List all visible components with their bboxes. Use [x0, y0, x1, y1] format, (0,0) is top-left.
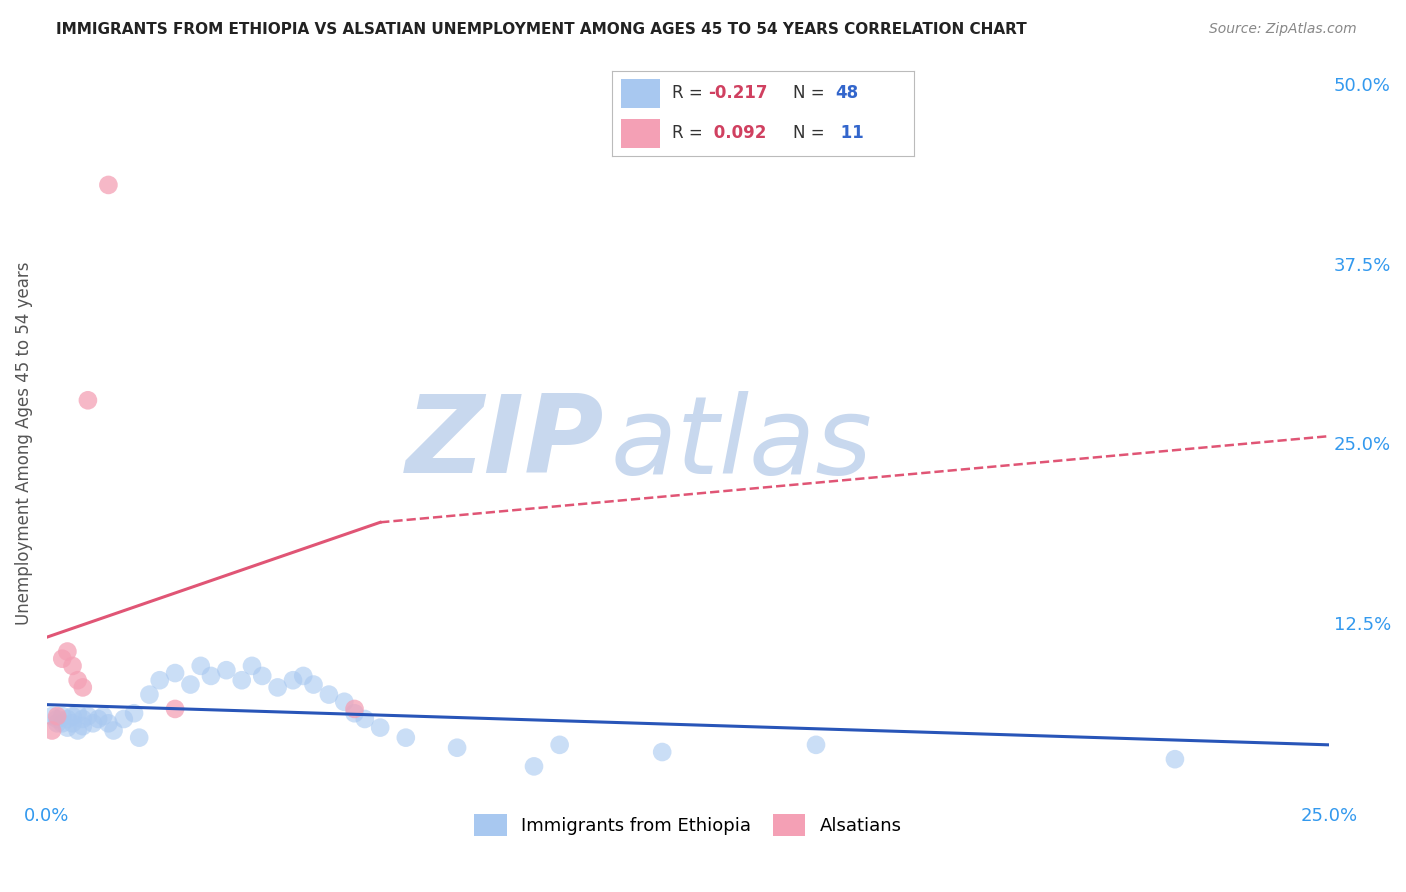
Text: Source: ZipAtlas.com: Source: ZipAtlas.com [1209, 22, 1357, 37]
Point [97, 178, 120, 192]
Text: 11: 11 [835, 124, 865, 142]
Point [122, 706, 145, 721]
Point [446, 740, 468, 755]
Point [72, 712, 94, 726]
Point [368, 721, 391, 735]
Bar [620, 119, 659, 147]
Point [56, 644, 79, 658]
Point [51, 716, 73, 731]
Point [190, 659, 212, 673]
Point [292, 669, 315, 683]
Text: atlas: atlas [612, 391, 873, 496]
Text: R =: R = [672, 85, 709, 103]
Point [523, 759, 546, 773]
Point [66, 673, 89, 688]
Point [66, 723, 89, 738]
Point [72, 719, 94, 733]
Point [149, 673, 172, 688]
Bar [620, 79, 659, 108]
Point [72, 681, 94, 695]
Point [200, 669, 222, 683]
Point [77, 393, 100, 408]
Legend: Immigrants from Ethiopia, Alsatians: Immigrants from Ethiopia, Alsatians [467, 807, 908, 844]
Point [56, 712, 79, 726]
Y-axis label: Unemployment Among Ages 45 to 54 years: Unemployment Among Ages 45 to 54 years [15, 261, 32, 625]
Point [165, 666, 187, 681]
Point [62, 659, 84, 673]
Text: IMMIGRANTS FROM ETHIOPIA VS ALSATIAN UNEMPLOYMENT AMONG AGES 45 TO 54 YEARS CORR: IMMIGRANTS FROM ETHIOPIA VS ALSATIAN UNE… [56, 22, 1026, 37]
Point [41, 709, 63, 723]
Point [56, 721, 79, 735]
Point [46, 709, 69, 723]
Text: ZIP: ZIP [406, 391, 605, 496]
Text: N =: N = [793, 85, 830, 103]
Text: R =: R = [672, 124, 709, 142]
Point [215, 663, 238, 677]
Point [165, 702, 187, 716]
Text: -0.217: -0.217 [709, 85, 768, 103]
Point [51, 651, 73, 665]
Text: 48: 48 [835, 85, 859, 103]
Point [87, 712, 110, 726]
Point [179, 677, 201, 691]
Point [395, 731, 418, 745]
Point [138, 688, 160, 702]
Point [77, 709, 100, 723]
Point [281, 673, 304, 688]
Point [46, 712, 69, 726]
Point [240, 659, 263, 673]
Point [353, 712, 375, 726]
Point [62, 716, 84, 731]
Point [46, 716, 69, 731]
Point [302, 677, 325, 691]
Point [548, 738, 571, 752]
Point [82, 716, 104, 731]
Point [62, 709, 84, 723]
Point [252, 669, 274, 683]
Point [804, 738, 827, 752]
Point [51, 709, 73, 723]
Point [231, 673, 253, 688]
Point [97, 716, 120, 731]
Text: 0.092: 0.092 [709, 124, 766, 142]
Point [66, 706, 89, 721]
Point [266, 681, 288, 695]
Point [41, 723, 63, 738]
Point [318, 688, 340, 702]
Point [343, 702, 366, 716]
Point [112, 712, 135, 726]
Point [343, 706, 366, 721]
Point [103, 723, 125, 738]
Text: N =: N = [793, 124, 830, 142]
Point [333, 695, 356, 709]
Point [128, 731, 150, 745]
Point [651, 745, 673, 759]
Point [91, 709, 114, 723]
Point [1164, 752, 1187, 766]
